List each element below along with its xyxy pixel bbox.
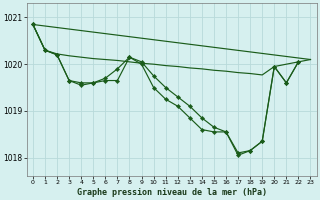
- X-axis label: Graphe pression niveau de la mer (hPa): Graphe pression niveau de la mer (hPa): [77, 188, 267, 197]
